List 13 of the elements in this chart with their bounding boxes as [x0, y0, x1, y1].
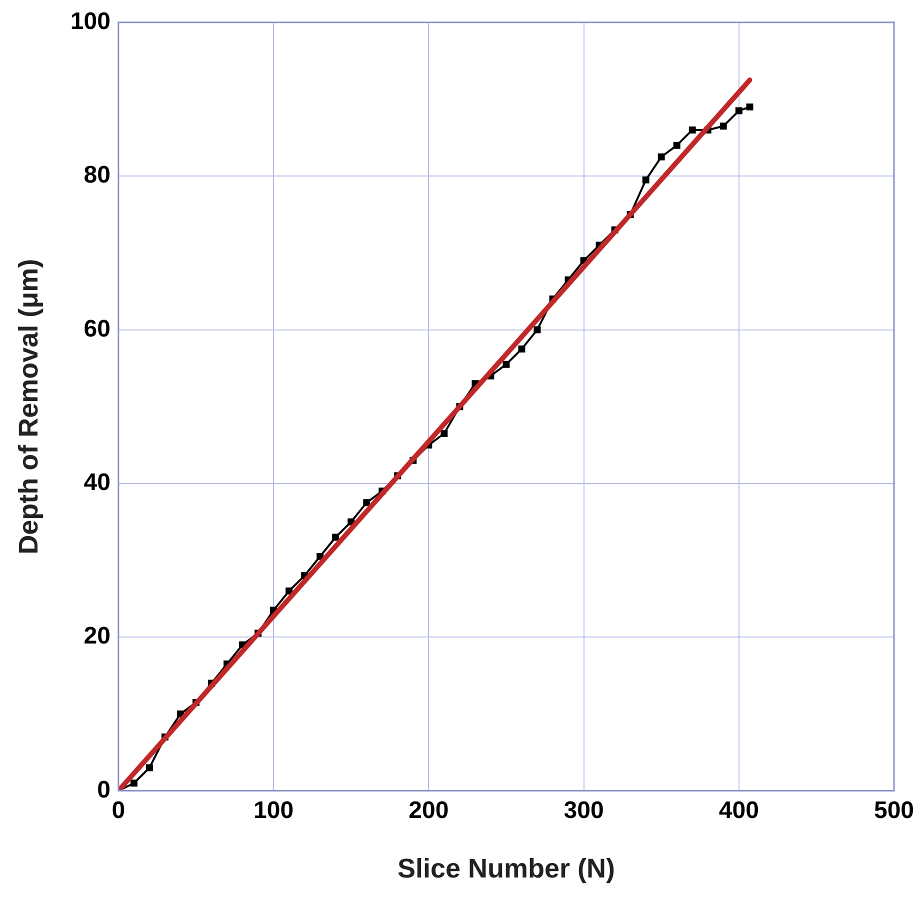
x-tick-label: 100: [254, 796, 294, 824]
y-axis-title: Depth of Removal (μm): [14, 258, 44, 554]
y-tick-label: 100: [70, 8, 110, 36]
y-tick-label: 60: [84, 315, 110, 342]
y-tick-label: 20: [84, 622, 110, 650]
x-tick-label: 400: [718, 796, 759, 824]
x-tick-label: 300: [564, 796, 604, 824]
y-tick-label: 40: [84, 469, 110, 496]
x-tick-label: 500: [874, 796, 914, 824]
x-tick-label: 200: [408, 796, 449, 824]
y-tick-label: 0: [97, 776, 110, 804]
y-tick-label: 80: [84, 162, 110, 189]
x-axis-title: Slice Number (N): [397, 853, 615, 884]
